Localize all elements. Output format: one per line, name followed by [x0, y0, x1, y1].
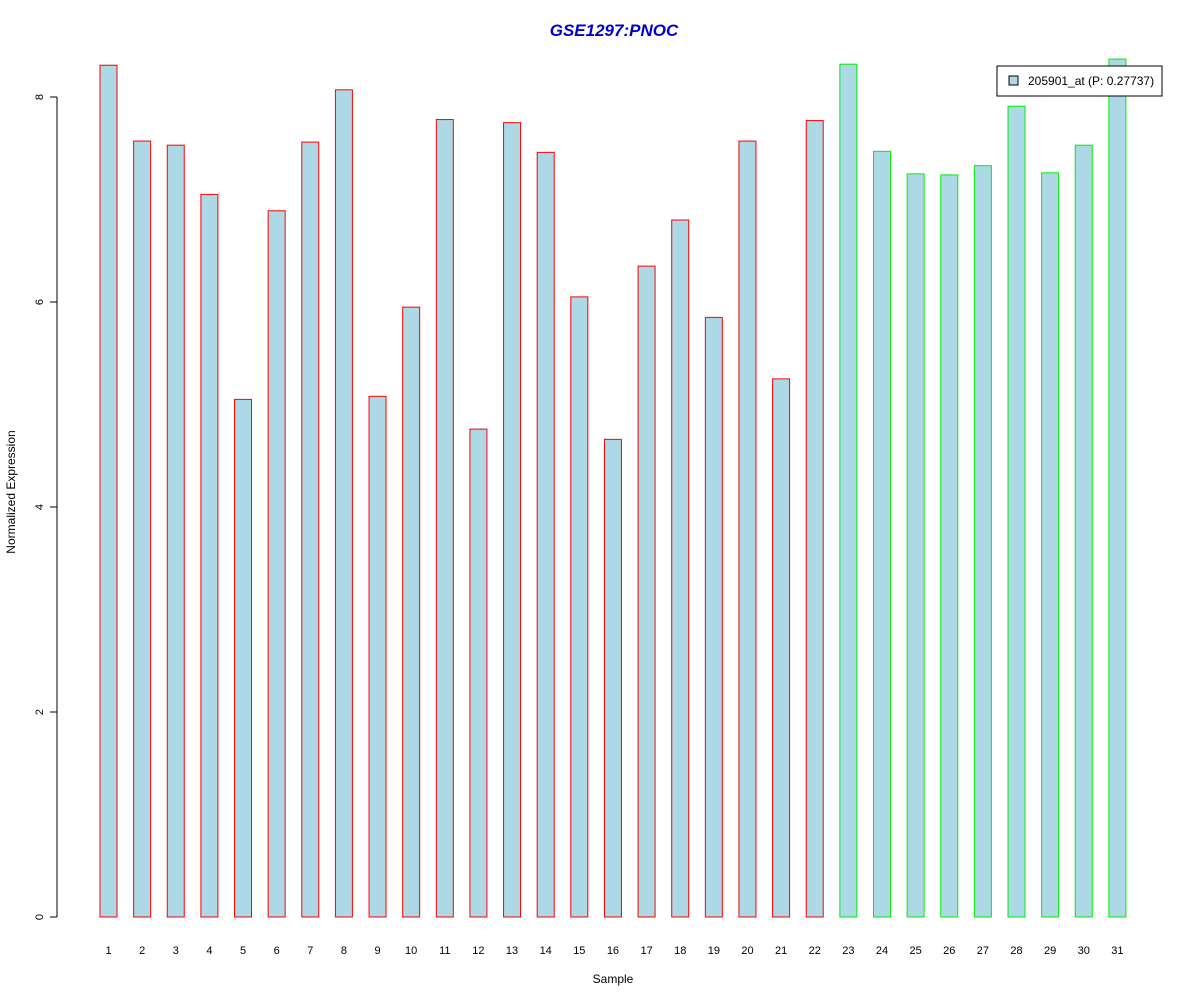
bar-sample-22	[805, 120, 824, 918]
bar-sample-27	[973, 165, 992, 918]
x-tick-label: 1	[105, 945, 111, 957]
legend-label: 205901_at (P: 0.27737)	[1028, 74, 1154, 88]
x-tick-label: 21	[775, 945, 787, 957]
y-axis: 0 2 4 6 8	[34, 94, 58, 920]
x-tick-label: 19	[708, 945, 720, 957]
x-tick-label: 11	[439, 945, 450, 957]
bar-sample-15	[570, 296, 589, 918]
bar-sample-16	[603, 438, 622, 918]
bar-sample-5	[234, 398, 253, 918]
bar-sample-26	[940, 174, 959, 918]
bar-sample-30	[1074, 144, 1093, 918]
bar-sample-25	[906, 173, 925, 918]
x-tick-label: 17	[640, 945, 652, 957]
x-tick-label: 3	[173, 945, 179, 957]
bar-sample-28	[1007, 105, 1026, 918]
bar-sample-10	[402, 306, 421, 918]
bar-sample-14	[536, 151, 555, 918]
x-tick-label: 16	[607, 945, 619, 957]
x-tick-label: 12	[472, 945, 484, 957]
bar-sample-20	[738, 140, 757, 918]
x-tick-label: 27	[977, 945, 989, 957]
bar-sample-7	[301, 141, 320, 918]
x-tick-label: 14	[540, 945, 552, 957]
x-axis-label: Sample	[593, 972, 634, 986]
bar-sample-3	[166, 144, 185, 918]
x-tick-label: 9	[374, 945, 380, 957]
x-tick-label: 8	[341, 945, 347, 957]
x-tick-label: 13	[506, 945, 518, 957]
legend-box	[996, 65, 1163, 97]
bar-sample-24	[872, 150, 891, 918]
bar-sample-21	[772, 378, 791, 918]
x-tick-label: 28	[1010, 945, 1022, 957]
bar-sample-17	[637, 265, 656, 918]
x-tick-label: 2	[139, 945, 145, 957]
bar-sample-13	[503, 122, 522, 918]
y-tick-label: 4	[34, 504, 46, 510]
bar-sample-12	[469, 428, 488, 918]
x-tick-label: 29	[1044, 945, 1056, 957]
bar-sample-19	[704, 316, 723, 918]
bars	[99, 58, 1127, 918]
x-tick-label: 22	[809, 945, 821, 957]
legend-swatch	[1008, 75, 1019, 86]
x-tick-label: 6	[274, 945, 280, 957]
x-tick-label: 24	[876, 945, 888, 957]
x-tick-label: 30	[1078, 945, 1090, 957]
bar-sample-9	[368, 395, 387, 918]
x-tick-label: 20	[741, 945, 753, 957]
bar-sample-31	[1108, 58, 1127, 918]
bar-sample-11	[435, 119, 454, 918]
chart-title: GSE1297:PNOC	[550, 21, 679, 40]
y-tick-label: 6	[34, 299, 46, 305]
x-tick-label: 4	[206, 945, 212, 957]
x-tick-label: 26	[943, 945, 955, 957]
y-tick-label: 2	[34, 709, 46, 715]
bar-sample-8	[334, 89, 353, 918]
x-tick-label: 7	[307, 945, 313, 957]
bar-sample-29	[1041, 172, 1060, 918]
x-tick-label: 10	[405, 945, 417, 957]
x-tick-label: 15	[573, 945, 585, 957]
bar-sample-4	[200, 193, 219, 918]
bar-sample-2	[133, 140, 152, 918]
bar-sample-23	[839, 63, 858, 918]
x-tick-label: 25	[909, 945, 921, 957]
y-tick-label: 8	[34, 94, 46, 100]
bar-sample-18	[671, 219, 690, 918]
legend: 205901_at (P: 0.27737)	[996, 65, 1163, 97]
x-tick-label: 23	[842, 945, 854, 957]
bar-sample-1	[99, 64, 118, 918]
y-tick-label: 0	[34, 914, 46, 920]
x-tick-label: 18	[674, 945, 686, 957]
bar-sample-6	[267, 210, 286, 918]
y-axis-label: Normalized Expression	[4, 430, 18, 553]
x-tick-labels: 1 2 3 4 5 6 7 8 9 10 11 12 13 14 15 16 17 18 19 20 21 22 23 24 2…	[105, 945, 1123, 957]
x-tick-label: 31	[1111, 945, 1123, 957]
x-tick-label: 5	[240, 945, 246, 957]
